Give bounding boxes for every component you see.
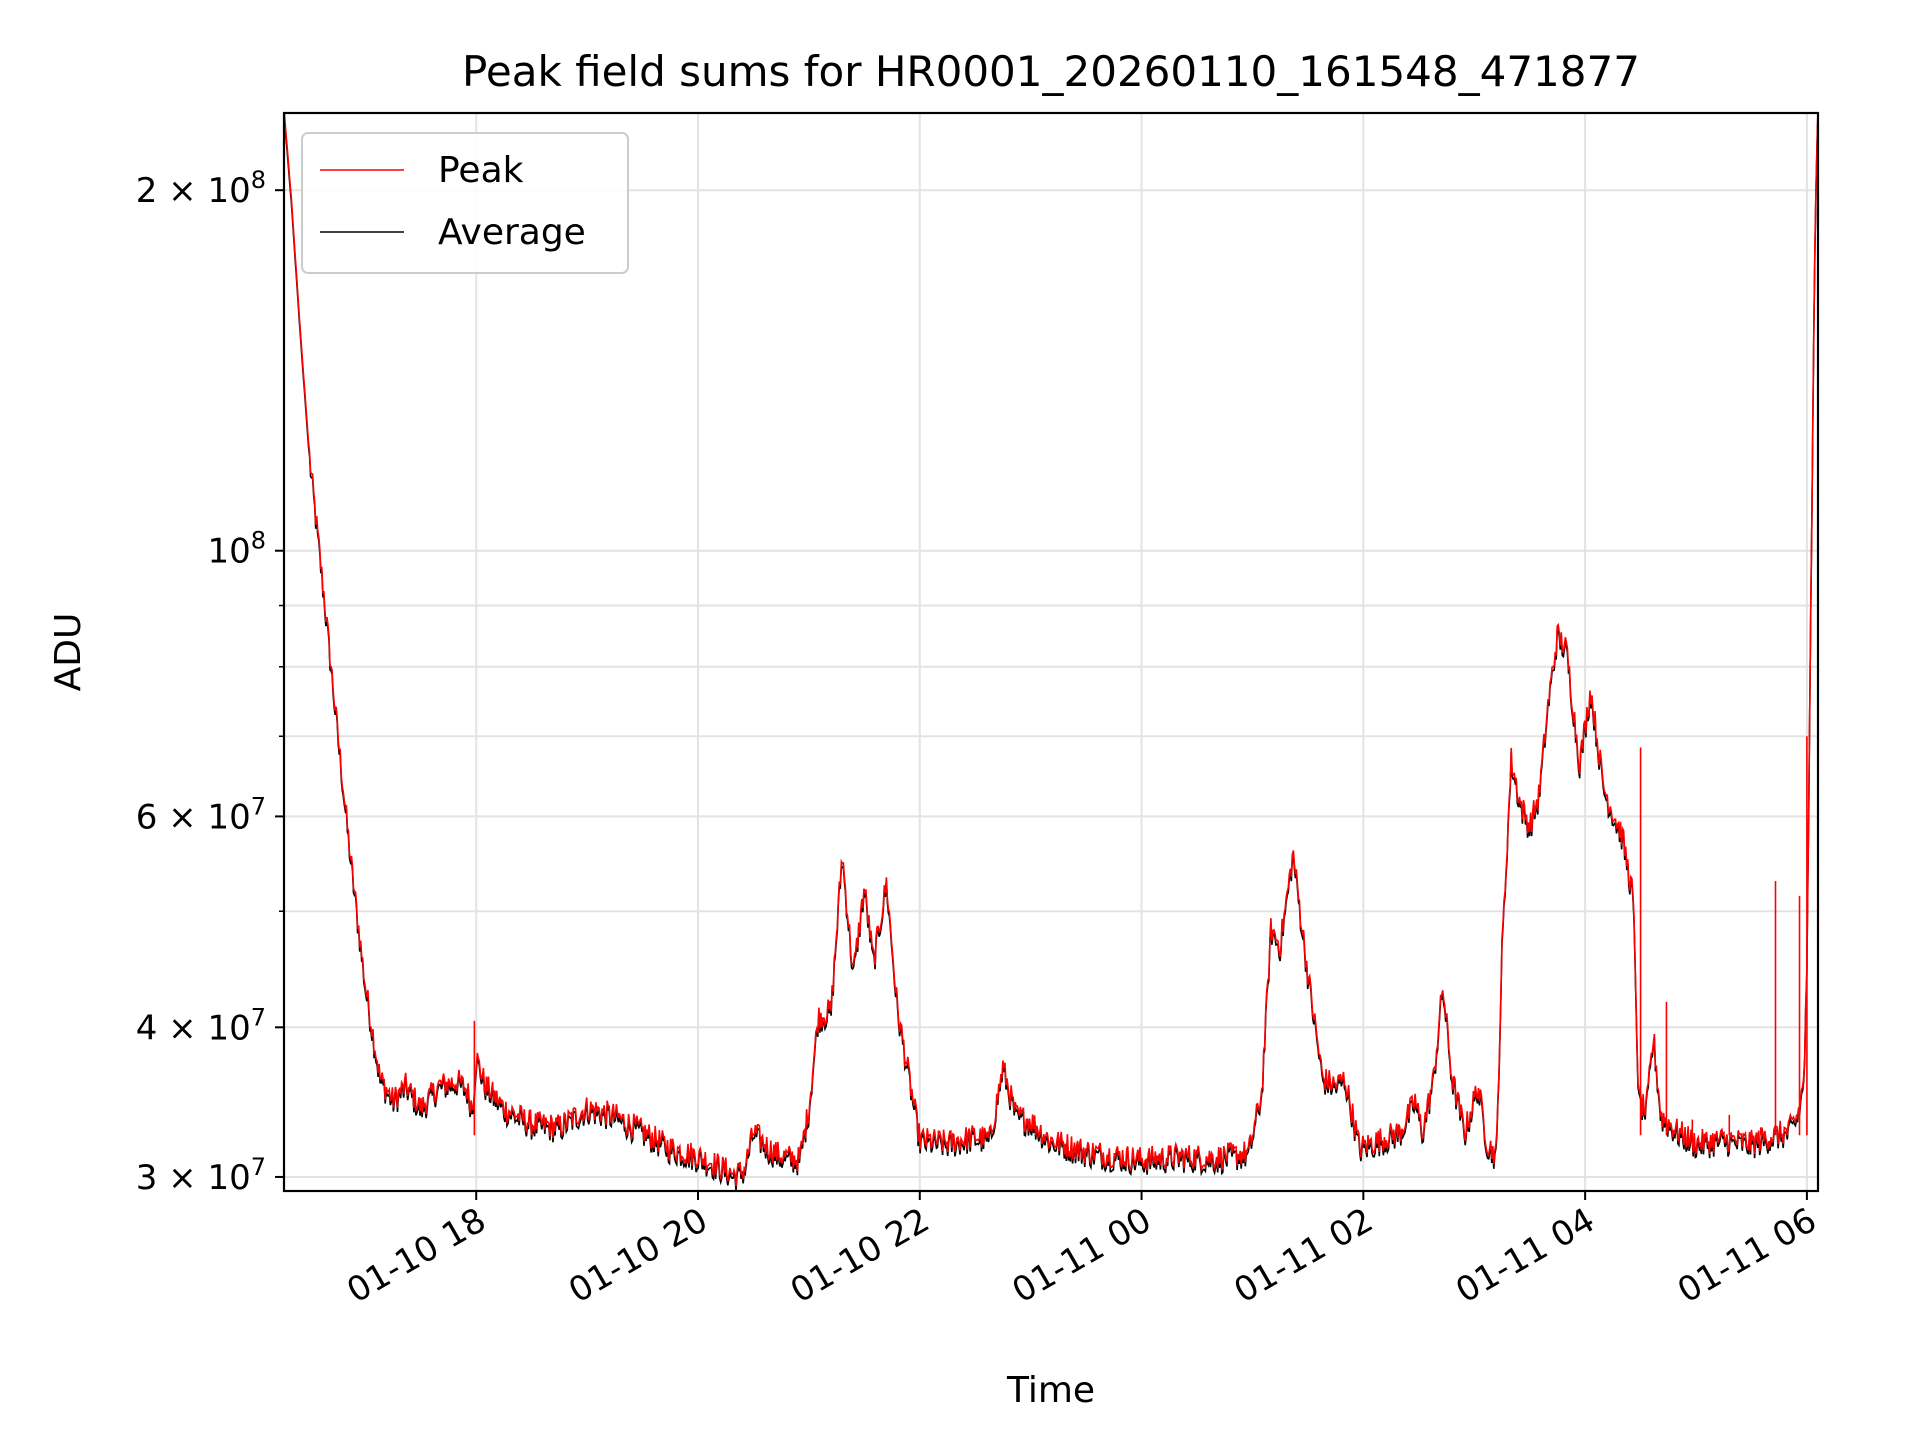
- legend-box: [301, 132, 629, 274]
- y-axis: 3 × 107 4 × 107 6 × 107 108 2 × 108: [136, 166, 284, 1198]
- gridlines: [284, 113, 1818, 1191]
- legend: Peak Average: [301, 132, 629, 274]
- y-tick-label: 2 × 108: [136, 166, 266, 211]
- y-axis-label: ADU: [48, 613, 89, 692]
- y-tick-label: 4 × 107: [136, 1003, 266, 1048]
- legend-peak-label: Peak: [438, 150, 524, 191]
- chart-title: Peak field sums for HR0001_20260110_1615…: [462, 47, 1640, 96]
- series-peak-line: [284, 113, 1818, 1187]
- y-tick-label: 108: [207, 527, 266, 572]
- plot-frame: [282, 111, 1820, 1193]
- series-peak-spikes: [473, 736, 1808, 1136]
- plot-area: [284, 113, 1818, 1191]
- y-tick-label: 6 × 107: [136, 792, 266, 837]
- x-axis-label: Time: [1006, 1370, 1095, 1411]
- y-tick-label: 3 × 107: [136, 1153, 266, 1198]
- legend-average-label: Average: [438, 212, 586, 253]
